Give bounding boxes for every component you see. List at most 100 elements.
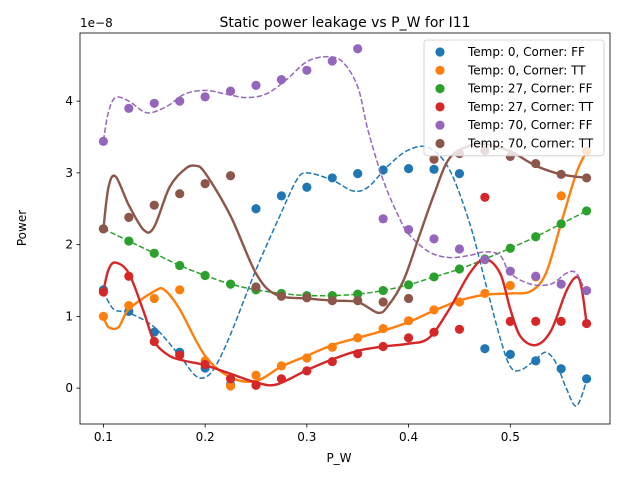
y-tick-label: 2 [65,238,73,252]
data-point [531,356,541,366]
data-point [200,270,210,281]
data-point [124,103,134,113]
plot-area [98,44,592,407]
legend-label: Temp: 0, Corner: TT [467,63,586,77]
chart-title: Static power leakage vs P_W for I11 [219,15,470,31]
y-axis-ticks: 0 1 2 3 4 [65,94,80,395]
y-tick-label: 4 [65,94,73,108]
x-tick-label: 0.5 [501,430,520,444]
series-1 [98,145,592,407]
data-point [225,374,236,384]
data-point [429,272,439,282]
series-3 [98,206,592,301]
legend-marker [435,47,445,57]
y-tick-label: 1 [65,309,73,323]
data-point [251,380,261,390]
data-point [582,206,592,216]
data-point [582,374,592,384]
data-point [480,255,490,265]
axes-frame [79,32,611,425]
data-point [175,285,185,295]
data-point [378,285,388,296]
data-point [200,92,210,102]
data-point [429,234,439,244]
data-point [403,316,414,326]
data-point [378,341,388,352]
legend: Temp: 0, Corner: FF Temp: 0, Corner: TT Te… [423,39,605,157]
data-point [175,260,185,271]
data-point [531,316,541,327]
data-point [98,311,108,321]
x-tick-label: 0.2 [196,430,215,444]
y-axis-label: Power [15,210,29,246]
legend-marker [435,65,445,75]
data-point [302,353,312,363]
series-5 [98,44,592,296]
data-point [531,158,541,169]
data-point [149,200,159,210]
data-point [124,236,134,246]
data-point [251,370,261,380]
data-point [302,366,312,376]
data-point [480,192,490,202]
legend-label: Temp: 27, Corner: FF [467,82,593,96]
data-point [480,344,490,354]
data-point [276,291,287,301]
data-point [556,191,566,201]
data-point [149,336,159,347]
data-point [353,349,363,359]
legend-label: Temp: 0, Corner: FF [467,45,585,59]
data-point [505,266,515,276]
legend-marker [435,138,445,149]
y-tick-label: 3 [65,166,73,180]
data-point [225,279,236,289]
series-4 [98,192,592,390]
data-point [556,316,566,327]
data-point [276,75,287,85]
data-point [353,296,363,306]
series-fit-line [103,210,587,297]
data-point [582,285,592,296]
data-point [327,56,337,66]
series-2 [98,146,592,391]
x-tick-label: 0.3 [297,430,316,444]
data-point [225,171,236,181]
data-point [98,136,108,146]
data-point [276,191,287,201]
data-point [353,169,363,179]
data-point [429,327,439,337]
data-point [124,301,134,311]
data-point [251,204,261,214]
data-point [276,374,287,384]
data-point [276,361,287,371]
data-point [353,289,363,299]
data-point [302,293,312,303]
y-axis-multiplier: 1e−8 [80,16,113,30]
data-point [149,248,159,258]
legend-marker [435,102,445,112]
data-point [98,287,108,297]
data-point [149,98,159,108]
data-point [480,288,490,299]
data-point [251,282,261,292]
data-point [505,316,515,327]
x-axis-label: P_W [326,451,351,465]
plot-clip-group [98,44,592,407]
data-point [175,96,185,106]
data-point [403,224,414,235]
data-point [124,271,134,281]
data-point [556,219,566,229]
data-point [403,163,414,174]
data-point [454,264,465,274]
data-point [505,349,515,360]
data-point [556,279,566,289]
data-point [556,169,566,179]
legend-marker [435,84,445,94]
data-point [429,154,439,164]
x-tick-label: 0.4 [399,430,418,444]
data-point [454,244,465,254]
data-point [582,318,592,329]
y-tick-label: 0 [65,381,73,395]
data-point [403,293,414,304]
